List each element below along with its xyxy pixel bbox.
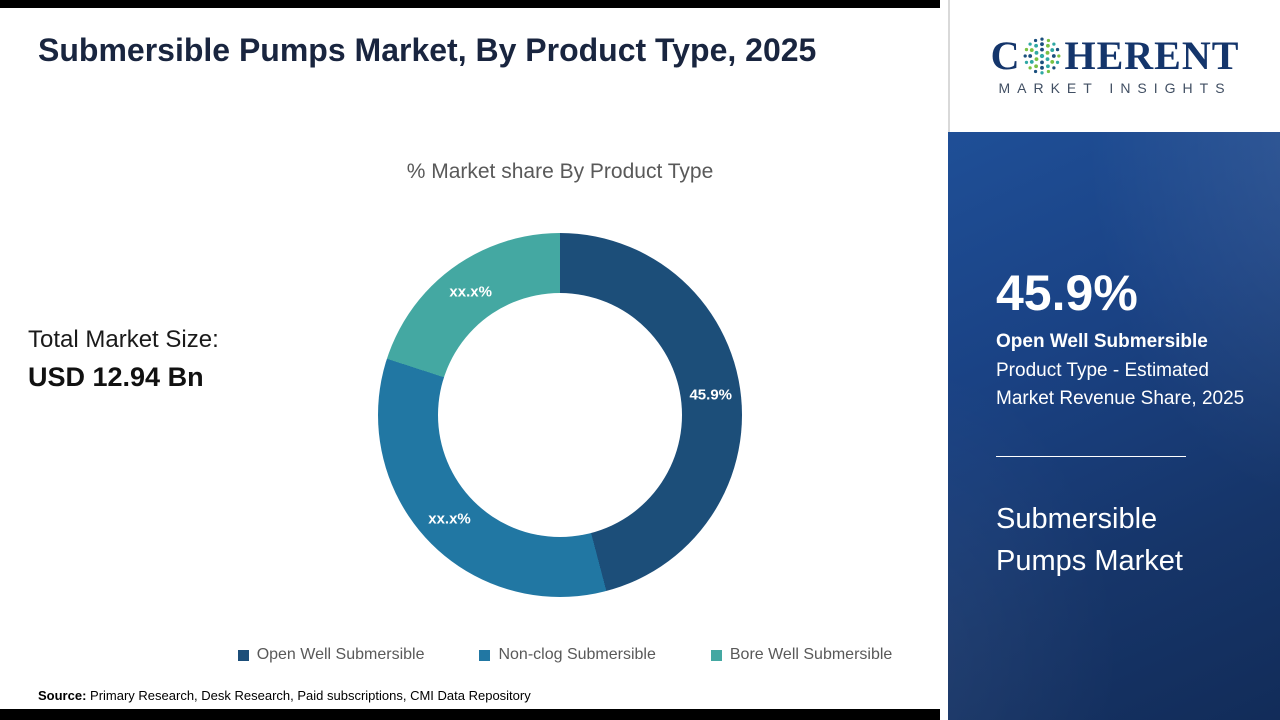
legend-label-bore-well: Bore Well Submersible	[729, 646, 893, 663]
total-market-size-block: Total Market Size: USD 12.94 Bn	[28, 326, 219, 393]
source-label: Source:	[38, 688, 87, 703]
legend-item-bore-well: Bore Well Submersible	[710, 646, 893, 664]
highlight-stat-bold: Open Well Submersible	[996, 331, 1208, 352]
logo-text-left: C	[990, 33, 1021, 78]
company-logo: C HERENT MARKET INSIGHTS	[948, 0, 1280, 132]
legend-item-non-clog: Non-clog Submersible	[479, 646, 656, 664]
report-market-name: Submersible Pumps Market	[996, 503, 1183, 578]
page-title: Submersible Pumps Market, By Product Typ…	[38, 32, 817, 68]
slice-label-non-clog: xx.x%	[428, 510, 471, 528]
slice-label-bore-well: xx.x%	[449, 283, 492, 301]
slice-label-open-well: 45.9%	[689, 386, 733, 404]
total-market-label: Total Market Size:	[28, 326, 219, 353]
highlight-stat-description: Open Well Submersible Product Type - Est…	[996, 328, 1246, 414]
donut-chart-area: 45.9% xx.x% xx.x%	[378, 233, 742, 597]
sidebar: C HERENT MARKET INSIGHTS 45.9% Open Well …	[948, 0, 1280, 720]
legend-swatch-bore-well	[710, 649, 722, 661]
donut-chart-hole	[438, 293, 682, 537]
highlight-stat-value: 45.9%	[996, 265, 1138, 321]
logo-text-right: HERENT	[1064, 33, 1240, 78]
chart-legend: Open Well Submersible Non-clog Submersib…	[130, 646, 1000, 664]
top-divider-bar	[0, 0, 940, 8]
legend-item-open-well: Open Well Submersible	[237, 646, 425, 664]
total-market-value: USD 12.94 Bn	[28, 362, 204, 392]
bottom-divider-bar	[0, 709, 940, 720]
legend-swatch-non-clog	[479, 649, 491, 661]
sidebar-divider-line	[996, 456, 1186, 457]
logo-dotted-globe-icon	[1024, 37, 1061, 75]
highlight-stat-rest: Product Type - Estimated Market Revenue …	[996, 359, 1245, 410]
logo-wordmark: C HERENT	[991, 36, 1240, 76]
logo-subtext: MARKET INSIGHTS	[998, 80, 1232, 96]
legend-label-non-clog: Non-clog Submersible	[498, 646, 656, 663]
legend-label-open-well: Open Well Submersible	[256, 646, 425, 663]
sidebar-highlight-panel: 45.9% Open Well Submersible Product Type…	[948, 132, 1280, 720]
source-note: Source: Primary Research, Desk Research,…	[38, 688, 531, 703]
legend-swatch-open-well	[237, 649, 249, 661]
source-text: Primary Research, Desk Research, Paid su…	[86, 688, 531, 703]
chart-panel: Submersible Pumps Market, By Product Typ…	[0, 0, 940, 720]
chart-title: % Market share By Product Type	[406, 160, 714, 183]
